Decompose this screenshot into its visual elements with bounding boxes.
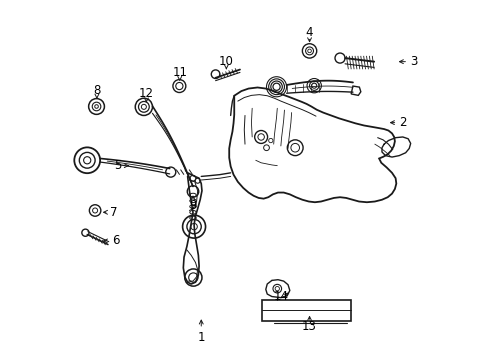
Text: 14: 14	[273, 290, 288, 303]
Text: 5: 5	[114, 159, 122, 172]
Text: 10: 10	[219, 55, 234, 68]
Text: 13: 13	[302, 320, 317, 333]
Text: 3: 3	[410, 55, 417, 68]
Text: 11: 11	[172, 66, 187, 79]
Text: 1: 1	[197, 331, 205, 344]
Text: 12: 12	[139, 87, 154, 100]
Text: 8: 8	[93, 84, 100, 97]
Text: 7: 7	[110, 206, 118, 219]
Text: 4: 4	[306, 27, 313, 40]
Text: 2: 2	[399, 116, 407, 129]
Text: 9: 9	[189, 199, 197, 212]
Text: 6: 6	[112, 234, 120, 247]
Circle shape	[82, 229, 89, 236]
